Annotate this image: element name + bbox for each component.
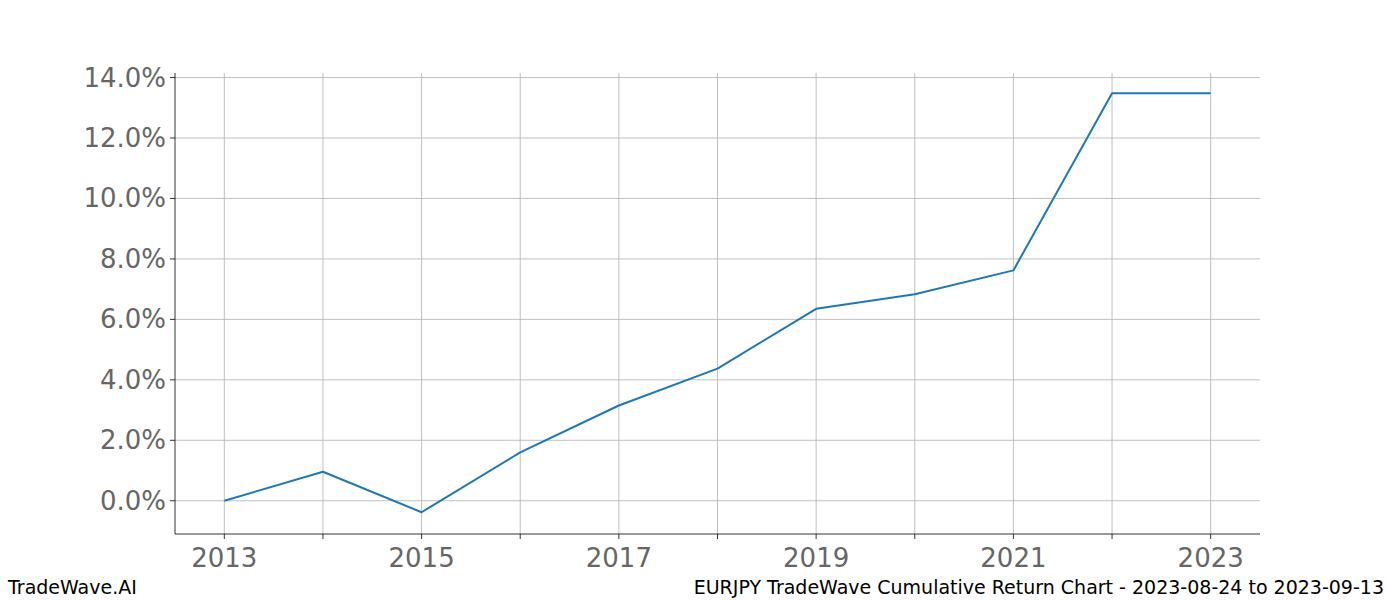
x-grid — [618, 73, 619, 534]
y-tick-label: 14.0% — [83, 63, 166, 93]
y-axis — [175, 73, 176, 534]
y-tick-label: 2.0% — [100, 425, 166, 455]
title: EURJPY TradeWave Cumulative Return Chart… — [694, 576, 1384, 598]
x-tick — [224, 534, 225, 539]
x-tick — [1112, 534, 1113, 539]
x-grid — [520, 73, 521, 534]
x-tick-label: 2019 — [783, 543, 849, 573]
plot-area — [224, 93, 1210, 512]
chart: 0.0% 2.0% 4.0% 6.0% 8.0% 10.0% 12.0% 14.0% 2013 2… — [0, 0, 1400, 600]
x-tick-label: 2017 — [586, 543, 652, 573]
x-grid — [717, 73, 718, 534]
x-tick-label: 2013 — [191, 543, 257, 573]
y-tick-label: 0.0% — [100, 486, 166, 516]
y-tick — [170, 319, 175, 320]
y-tick — [170, 379, 175, 380]
y-tick-label: 4.0% — [100, 365, 166, 395]
x-grid — [421, 73, 422, 534]
x-tick-label: 2023 — [1178, 543, 1244, 573]
x-grid — [1210, 73, 1211, 534]
x-grid — [914, 73, 915, 534]
x-tick-label: 2015 — [389, 543, 455, 573]
y-tick — [170, 440, 175, 441]
x-tick-label: 2021 — [980, 543, 1046, 573]
x-grid — [322, 73, 323, 534]
y-tick-label: 10.0% — [83, 183, 166, 213]
x-tick — [520, 534, 521, 539]
x-grid — [1112, 73, 1113, 534]
x-tick — [618, 534, 619, 539]
x-tick — [717, 534, 718, 539]
x-grid — [224, 73, 225, 534]
y-tick-label: 6.0% — [100, 304, 166, 334]
x-tick — [914, 534, 915, 539]
x-grid — [816, 73, 817, 534]
y-tick-label: 12.0% — [83, 123, 166, 153]
x-grid — [1013, 73, 1014, 534]
x-axis — [175, 534, 1260, 535]
x-tick — [1210, 534, 1211, 539]
x-tick — [421, 534, 422, 539]
y-tick — [170, 198, 175, 199]
x-tick — [1013, 534, 1014, 539]
y-tick-label: 8.0% — [100, 244, 166, 274]
y-tick — [170, 500, 175, 501]
x-tick — [322, 534, 323, 539]
watermark: TradeWave.AI — [7, 576, 137, 598]
x-tick — [816, 534, 817, 539]
series-line — [224, 93, 1210, 512]
y-tick — [170, 137, 175, 138]
y-tick — [170, 77, 175, 78]
y-tick — [170, 258, 175, 259]
